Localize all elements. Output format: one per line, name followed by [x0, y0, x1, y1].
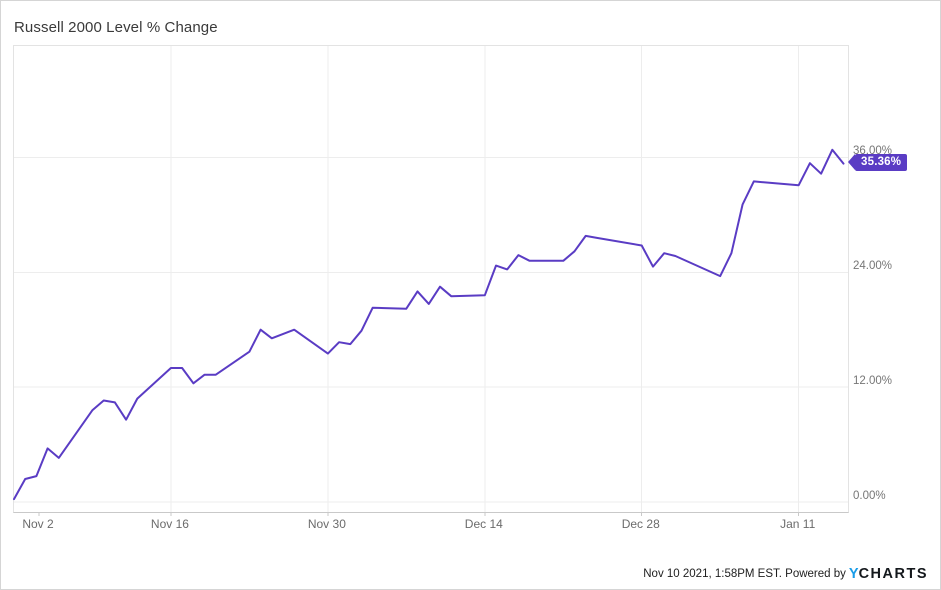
y-axis-label: 12.00% [853, 375, 893, 388]
last-value-badge: 35.36% [847, 154, 908, 171]
x-axis-label: Dec 14 [464, 517, 503, 531]
chart-plot-area [13, 45, 849, 516]
x-axis-label: Nov 2 [22, 517, 54, 531]
page-title: Russell 2000 Level % Change [14, 19, 218, 36]
chart-svg [13, 46, 848, 516]
x-axis-label: Nov 16 [150, 517, 189, 531]
x-axis-label: Dec 28 [621, 517, 660, 531]
ycharts-logo: YCHARTS [849, 566, 928, 582]
x-axis-label: Jan 11 [780, 517, 816, 531]
chart-footer: Nov 10 2021, 1:58PM EST. Powered by YCHA… [643, 566, 928, 582]
y-axis-label: 24.00% [853, 260, 893, 273]
series-line [13, 148, 845, 501]
x-axis-label: Nov 30 [307, 517, 346, 531]
y-axis-label: 0.00% [853, 489, 886, 502]
footer-timestamp: Nov 10 2021, 1:58PM EST. Powered by [643, 568, 846, 580]
ycharts-logo-text: CHARTS [858, 566, 928, 582]
ycharts-logo-y-icon: Y [848, 566, 859, 582]
